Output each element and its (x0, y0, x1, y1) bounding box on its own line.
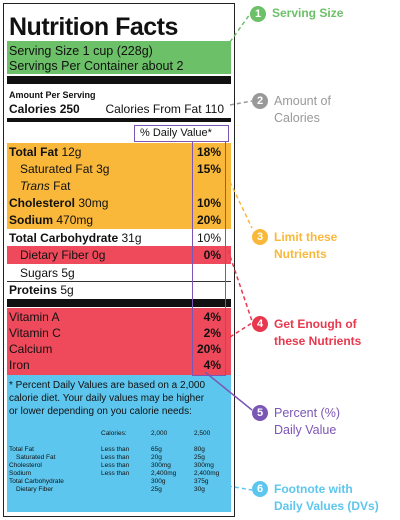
nutrient-row: Saturated Fat 3g 15% (20, 162, 221, 176)
footnote-cell: Sodium (9, 470, 32, 477)
footnote-cell: Less than (101, 462, 130, 469)
footnote-cell: 65g (151, 446, 162, 453)
callout-number-badge: 3 (252, 229, 268, 245)
footnote-cell: 25g (151, 486, 162, 493)
servings-per-container: Servings Per Container about 2 (9, 59, 184, 73)
connector-2 (229, 100, 253, 106)
connector-4b (229, 322, 253, 338)
connector-1 (229, 13, 251, 43)
callout-footnote: 6 Footnote with Daily Values (DVs) (252, 481, 379, 515)
callout-text: Get Enough of these Nutrients (274, 317, 362, 348)
footnote-header-cell: 2,000 (151, 430, 168, 437)
footnote-section (7, 375, 231, 512)
serving-section (7, 41, 231, 74)
callout-text: Amount of Calories (274, 94, 331, 125)
thick-divider (7, 299, 231, 307)
footnote-cell: 300g (151, 478, 166, 485)
vitamin-row: Iron 4% (9, 358, 221, 372)
footnote-cell: Saturated Fat (16, 454, 56, 461)
connector-6 (227, 485, 253, 491)
callout-text: Footnote with Daily Values (DVs) (274, 482, 379, 513)
footnote-line: * Percent Daily Values are based on a 2,… (9, 380, 206, 391)
footnote-cell: 20g (151, 454, 162, 461)
callout-text: Serving Size (272, 6, 344, 20)
footnote-cell: 300mg (151, 462, 171, 469)
thick-divider (7, 76, 231, 84)
callout-limit: 3 Limit these Nutrients (252, 229, 337, 263)
nutrient-row: Proteins 5g (9, 283, 74, 297)
nutrient-row: Trans Fat (20, 179, 71, 193)
thin-divider (7, 281, 231, 282)
callout-calories: 2 Amount of Calories (252, 93, 331, 127)
callout-text: Limit these Nutrients (274, 230, 338, 261)
limit-section (7, 143, 231, 229)
footnote-cell: Less than (101, 454, 130, 461)
footnote-cell: 2,400mg (194, 470, 220, 477)
footnote-line: or lower depending on you calorie needs: (9, 406, 192, 417)
connector-5 (204, 371, 253, 411)
footnote-cell: Less than (101, 470, 130, 477)
nutrient-row: Cholesterol 30mg 10% (9, 196, 221, 210)
footnote-cell: Dietary Fiber (16, 486, 54, 493)
calories-from-fat: Calories From Fat 110 (105, 102, 224, 116)
callout-number-badge: 2 (252, 93, 268, 109)
callout-text: Percent (%) Daily Value (274, 406, 340, 437)
footnote-cell: Total Carbohydrate (9, 478, 64, 485)
medium-divider (7, 118, 231, 122)
footnote-cell: 25g (194, 454, 205, 461)
callout-number-badge: 4 (252, 316, 268, 332)
footnote-cell: 300mg (194, 462, 214, 469)
vitamin-row: Vitamin A 4% (9, 310, 221, 324)
callout-percent-dv: 5 Percent (%) Daily Value (252, 405, 340, 439)
footnote-cell: 375g (194, 478, 209, 485)
vitamin-section (7, 308, 231, 375)
amount-per-serving: Amount Per Serving (9, 90, 96, 100)
footnote-cell: 80g (194, 446, 205, 453)
connector-3 (229, 181, 253, 229)
callout-number-badge: 5 (252, 405, 268, 421)
footnote-cell: Less than (101, 446, 130, 453)
daily-value-highlight-box (134, 125, 229, 142)
calories: Calories 250 (9, 102, 80, 116)
footnote-cell: 2,400mg (151, 470, 177, 477)
serving-size: Serving Size 1 cup (228g) (9, 44, 153, 58)
fiber-section (7, 246, 231, 264)
daily-value-header: % Daily Value* (140, 127, 212, 139)
callout-get-enough: 4 Get Enough of these Nutrients (252, 316, 361, 350)
footnote-cell: Total Fat (9, 446, 34, 453)
callout-number-badge: 1 (250, 6, 266, 22)
connector-4a (227, 249, 253, 322)
nutrient-row: Sugars 5g (20, 266, 75, 280)
calories-text: Calories 250 (9, 102, 225, 116)
callout-number-badge: 6 (252, 481, 268, 497)
nutrient-row: Sodium 470mg 20% (9, 213, 221, 227)
footnote-cell: Cholesterol (9, 462, 42, 469)
callout-serving-size: 1 Serving Size (250, 6, 343, 22)
nutrient-row: Total Fat 12g 18% (9, 145, 221, 159)
footnote-line: calorie diet. Your daily values may be h… (9, 393, 205, 404)
label-title: Nutrition Facts (9, 13, 178, 41)
footnote-cell: 30g (194, 486, 205, 493)
footnote-header-cell: 2,500 (194, 430, 211, 437)
vitamin-row: Vitamin C 2% (9, 326, 221, 340)
nutrition-label: Nutrition Facts Serving Size 1 cup (228g… (3, 3, 235, 517)
nutrient-row: Dietary Fiber 0g 0% (20, 248, 221, 262)
footnote-header-cell: Calories: (101, 430, 127, 437)
vitamin-row: Calcium 20% (9, 342, 221, 356)
nutrient-row: Total Carbohydrate 31g 10% (9, 231, 221, 245)
